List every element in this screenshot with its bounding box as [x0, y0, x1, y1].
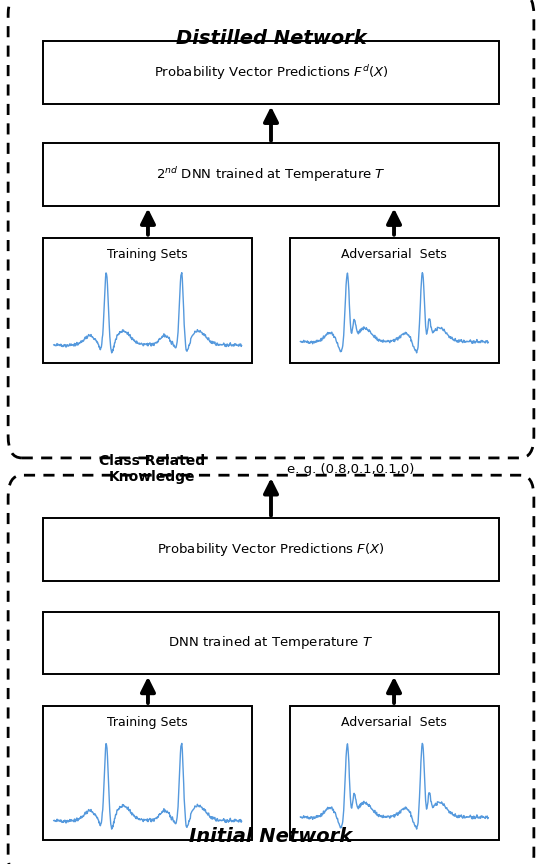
Bar [290, 238, 499, 363]
Text: Adversarial  Sets: Adversarial Sets [341, 716, 447, 729]
Text: Adversarial  Sets: Adversarial Sets [341, 248, 447, 261]
Text: e. g. (0.8,0.1,0.1,0): e. g. (0.8,0.1,0.1,0) [287, 462, 415, 476]
Bar [290, 706, 499, 840]
Bar [43, 143, 499, 206]
Bar [43, 41, 499, 104]
Text: Training Sets: Training Sets [107, 716, 188, 729]
Text: Probability Vector Predictions $F^d(X)$: Probability Vector Predictions $F^d(X)$ [154, 63, 388, 82]
Bar [43, 518, 499, 581]
FancyBboxPatch shape [8, 475, 534, 864]
Text: DNN trained at Temperature $T$: DNN trained at Temperature $T$ [169, 634, 373, 651]
Bar [43, 706, 252, 840]
Text: Probability Vector Predictions $F(X)$: Probability Vector Predictions $F(X)$ [157, 541, 385, 558]
Bar [43, 612, 499, 674]
Text: Class Related
Knowledge: Class Related Knowledge [99, 454, 205, 484]
FancyBboxPatch shape [8, 0, 534, 458]
Text: Initial Network: Initial Network [189, 828, 353, 847]
Text: Distilled Network: Distilled Network [176, 29, 366, 48]
Bar [43, 238, 252, 363]
Text: Training Sets: Training Sets [107, 248, 188, 261]
Text: $2^{nd}$ DNN trained at Temperature $T$: $2^{nd}$ DNN trained at Temperature $T$ [156, 165, 386, 184]
